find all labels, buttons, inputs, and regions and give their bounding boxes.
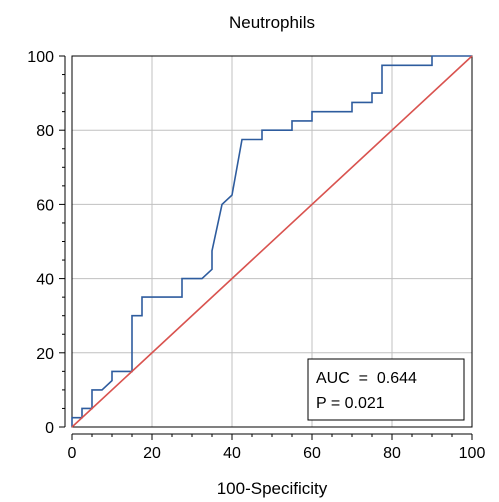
y-tick-label: 40 (36, 272, 54, 289)
auc-annotation: AUC = 0.644 (316, 370, 417, 387)
x-tick-label: 0 (68, 445, 77, 462)
x-tick-labels: 0 20 40 60 80 100 (68, 445, 486, 462)
y-tick-label: 0 (45, 420, 54, 437)
x-tick-label: 60 (303, 445, 321, 462)
annotation-box: AUC = 0.644 P = 0.021 (307, 358, 465, 421)
y-tick-labels: 0 20 40 60 80 100 (27, 49, 54, 437)
chart-title: Neutrophils (229, 13, 315, 32)
x-axis-label: 100-Specificity (217, 479, 328, 498)
x-tick-label: 80 (383, 445, 401, 462)
plot-area (71, 55, 473, 428)
reference-diagonal (71, 55, 473, 428)
roc-curve (71, 55, 472, 427)
y-tick-label: 80 (36, 123, 54, 140)
series-group (71, 55, 473, 428)
y-tick-label: 100 (27, 49, 54, 66)
p-value-annotation: P = 0.021 (316, 395, 385, 412)
x-tick-label: 20 (143, 445, 161, 462)
x-tick-label: 40 (223, 445, 241, 462)
y-tick-label: 20 (36, 346, 54, 363)
annotation-frame (307, 358, 465, 421)
axes (59, 55, 473, 440)
y-tick-label: 60 (36, 197, 54, 214)
x-tick-label: 100 (459, 445, 486, 462)
